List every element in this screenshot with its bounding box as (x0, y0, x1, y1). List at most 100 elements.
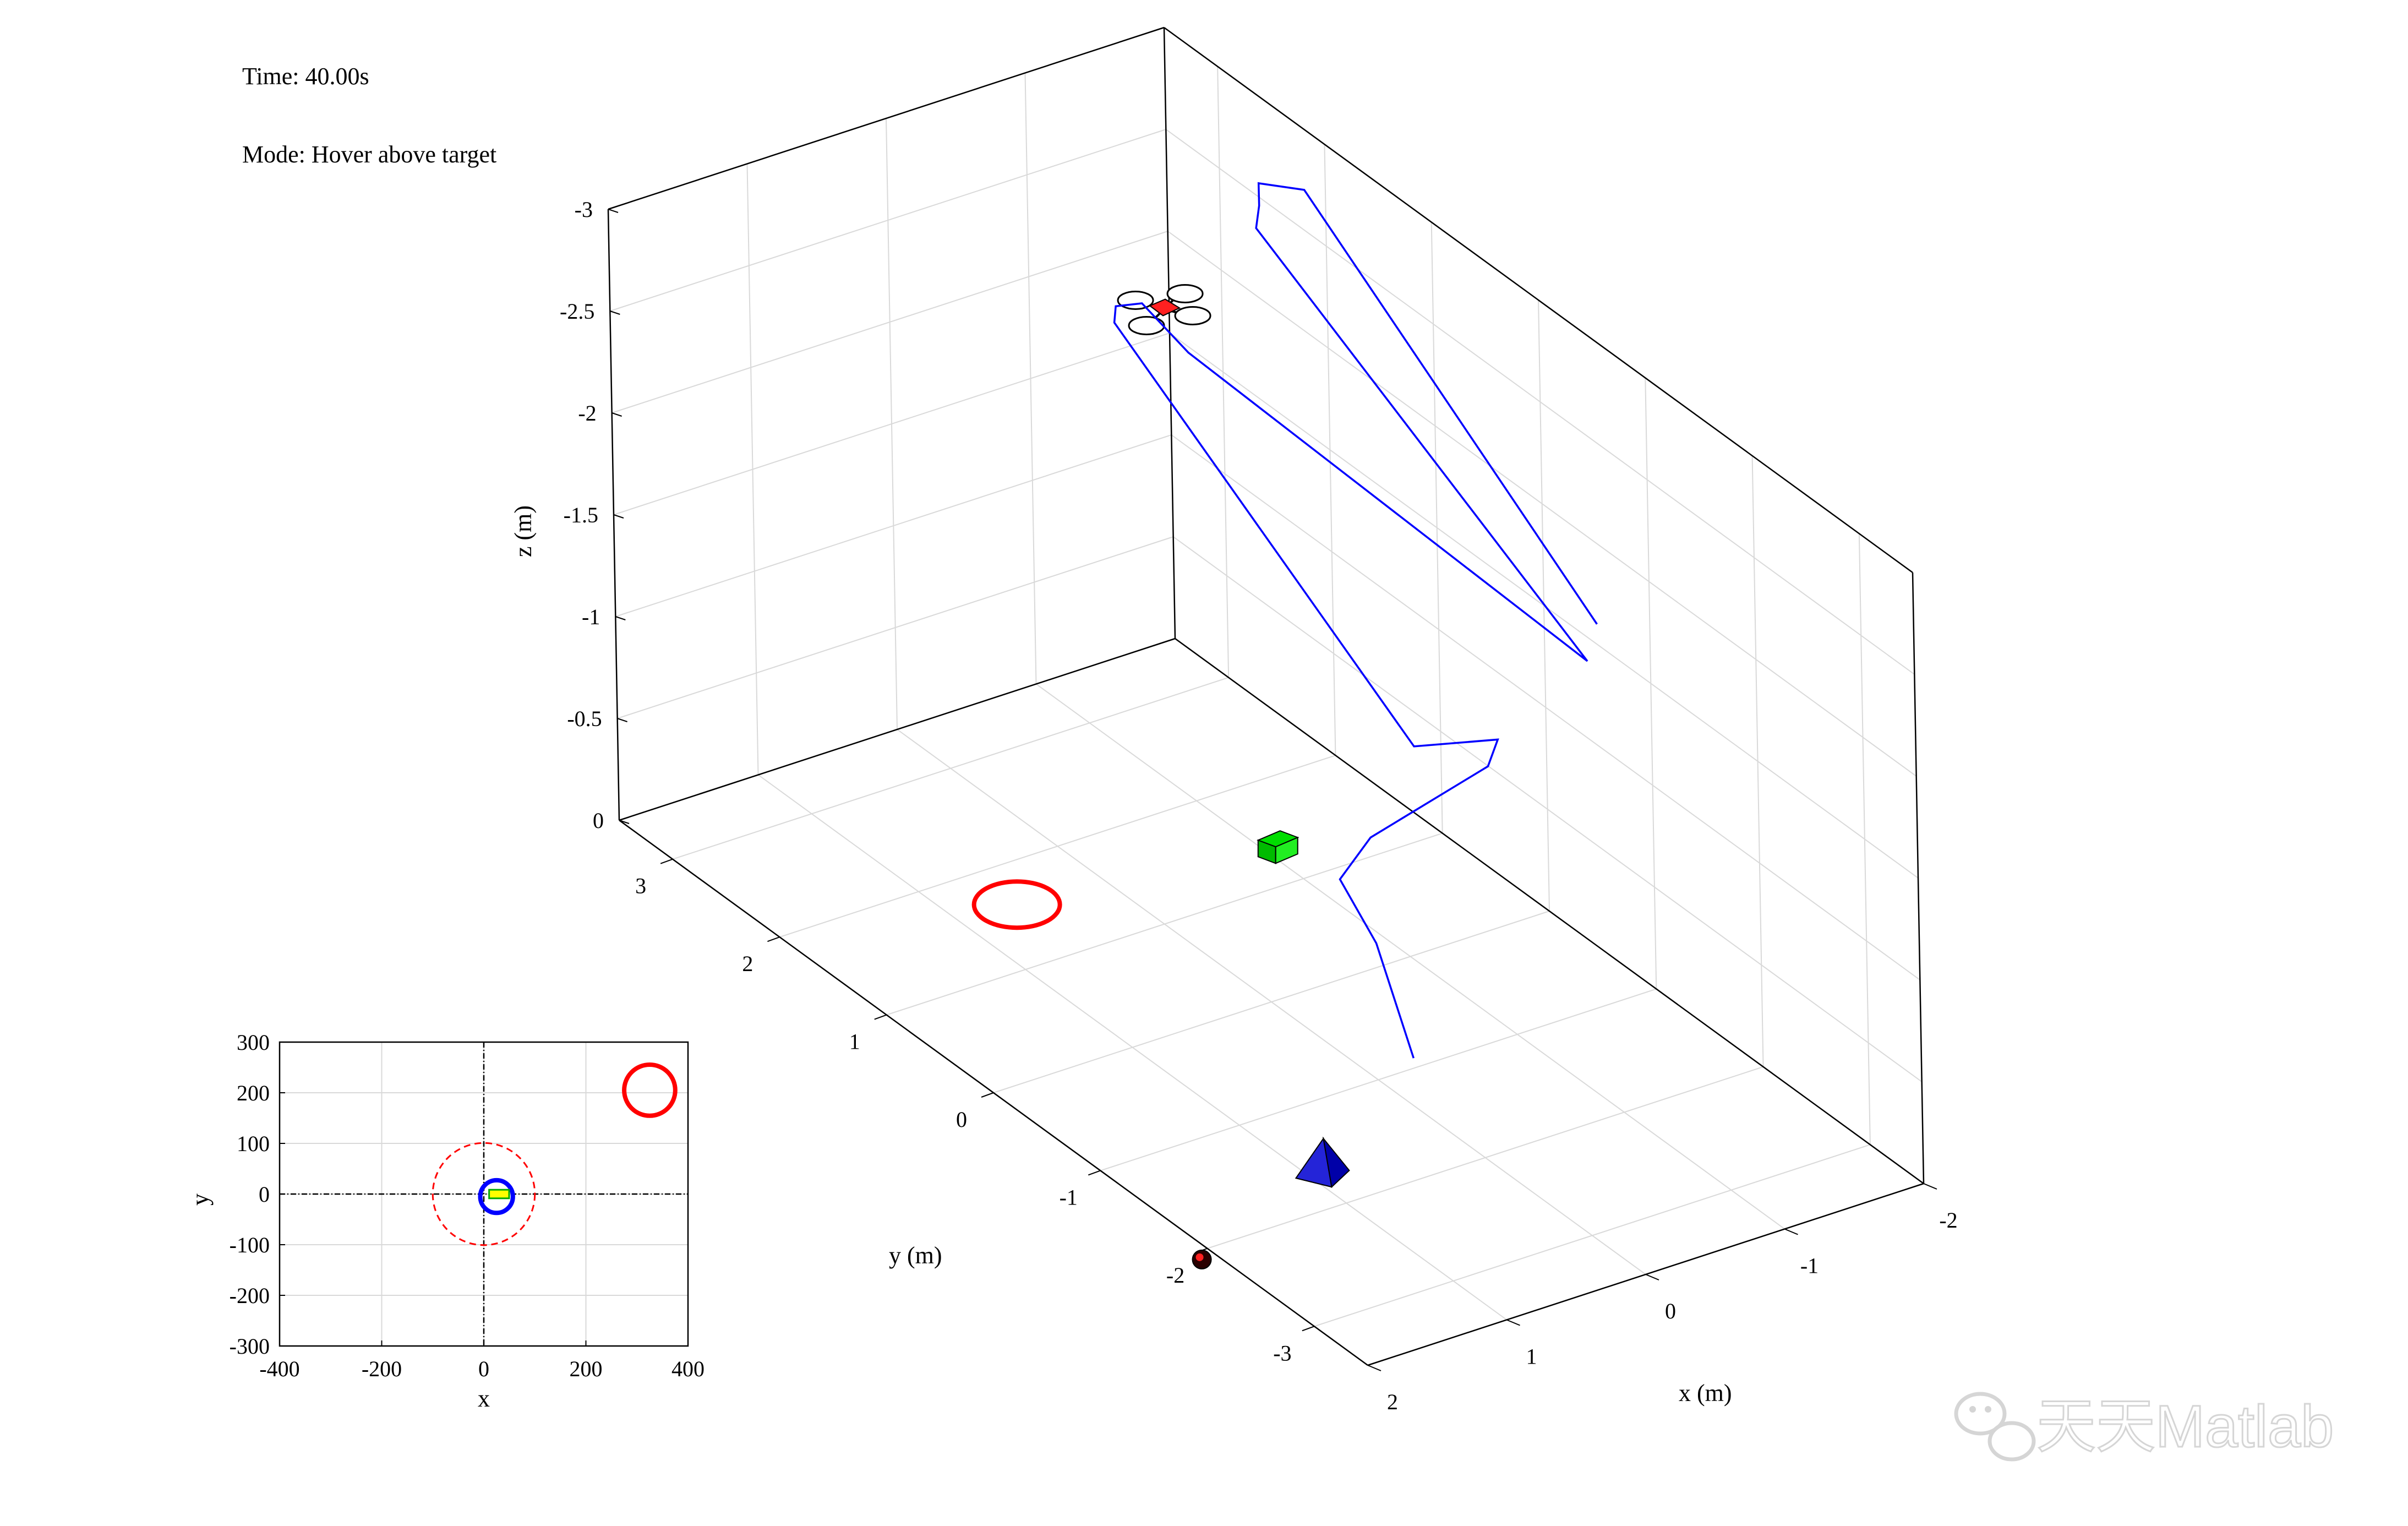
inset-grid (279, 1042, 689, 1347)
time-readout: Time: 40.00s (242, 63, 369, 90)
rotor (1166, 284, 1204, 303)
z-tick (611, 412, 622, 417)
grid-line (611, 231, 1168, 413)
x-tick-label: 1 (1526, 1344, 1537, 1369)
x-tick-label: -2 (1939, 1208, 1957, 1233)
inset-x-tick-label: 400 (671, 1356, 705, 1381)
y-tick-label: 1 (849, 1029, 860, 1054)
y-tick-label: -1 (1060, 1185, 1078, 1209)
x-tick-label: -1 (1800, 1254, 1819, 1278)
x-tick-label: 2 (1387, 1389, 1398, 1414)
y-tick-label: 0 (956, 1107, 967, 1132)
rotor (1117, 290, 1154, 310)
ball (1192, 1249, 1212, 1269)
y-tick-label: -2 (1166, 1263, 1184, 1288)
inset-x-tick-label: -400 (259, 1356, 299, 1381)
z-tick-label: -0.5 (567, 706, 602, 731)
inset-y-tick-label: 100 (237, 1131, 270, 1156)
crate (1257, 830, 1299, 864)
inset-x-label: x (478, 1385, 490, 1412)
grid-line (615, 434, 1172, 617)
inset-y-tick-label: -100 (230, 1233, 270, 1257)
axes-3d-frame (607, 26, 1925, 1366)
inset-y-tick-label: 0 (259, 1182, 270, 1207)
y-tick-label: -3 (1273, 1340, 1291, 1365)
x-tick (1784, 1228, 1798, 1235)
rotor (1128, 315, 1165, 335)
inset-y-tick-label: 300 (237, 1030, 270, 1055)
inset-dashed-circle (432, 1142, 536, 1246)
axis-edge (1175, 637, 1924, 1185)
grid-line (1100, 988, 1657, 1171)
y-tick-label: 3 (635, 874, 646, 898)
inset-blue-circle (478, 1178, 515, 1216)
inset-y-tick-label: 200 (237, 1081, 270, 1105)
grid-line (1165, 129, 1915, 675)
y-axis-label: y (m) (889, 1242, 942, 1269)
grid-line (613, 333, 1170, 515)
z-tick (608, 209, 619, 213)
y-tick (981, 1092, 994, 1098)
grid-line (610, 129, 1166, 312)
y-tick-label: 2 (742, 951, 753, 976)
z-tick-label: -1 (582, 604, 600, 629)
grid-line (993, 911, 1550, 1093)
z-tick (613, 514, 624, 519)
axis-edge (608, 26, 1165, 210)
z-tick-label: -2 (578, 401, 596, 426)
grid-line (1167, 231, 1917, 777)
grid-3d (608, 27, 1924, 1366)
z-tick-label: -2.5 (560, 299, 594, 324)
axes-3d: -3 -2.5 -2 -1.5 -1 -0.5 0 3 2 1 0 -1 -2 -3 -2 -1 0 1 2 x (… (510, 26, 1958, 1414)
z-tick (615, 616, 626, 620)
watermark-text: 天天Matlab (2036, 1393, 2334, 1459)
x-tick (1506, 1319, 1520, 1326)
grid-line (886, 832, 1443, 1016)
grid-line (1173, 536, 1923, 1082)
x-axis-label: x (m) (1679, 1380, 1732, 1407)
y-tick (1088, 1170, 1101, 1176)
axis-edge (1164, 26, 1913, 574)
inset-marker (488, 1189, 510, 1200)
y-tick (767, 936, 780, 942)
rotor (1174, 306, 1211, 325)
drone (1117, 284, 1211, 335)
z-tick (619, 820, 630, 824)
inset-red-circle (622, 1062, 678, 1118)
y-tick (1302, 1326, 1315, 1332)
z-tick-label: -3 (575, 197, 593, 222)
pyramid (1295, 1136, 1350, 1189)
grid-line (1207, 1066, 1763, 1249)
z-tick-label: -1.5 (564, 503, 598, 527)
inset-y-tick-label: -200 (230, 1283, 270, 1308)
grid-line (779, 755, 1336, 938)
grid-line (1314, 1144, 1871, 1327)
inset-y-tick-label: -300 (230, 1334, 270, 1359)
axis-edge (1912, 572, 1925, 1184)
scene-objects (971, 284, 1350, 1269)
x-tick (1923, 1183, 1937, 1190)
trajectory-line (1113, 182, 1598, 1059)
y-tick (874, 1014, 887, 1020)
inset-x-tick-label: -200 (362, 1356, 402, 1381)
x-tick-label: 0 (1665, 1299, 1676, 1323)
z-tick (610, 310, 620, 315)
axis-edge (619, 637, 1176, 821)
landing-ring (971, 879, 1062, 930)
ticks-3d: -3 -2.5 -2 -1.5 -1 -0.5 0 3 2 1 0 -1 -2 -3 -2 -1 0 1 2 (560, 197, 1958, 1414)
inset-ticks: -400 -200 0 200 400 300 200 100 0 -100 -200 -300 (230, 1030, 705, 1381)
z-tick-label: 0 (593, 808, 604, 833)
z-tick (617, 718, 627, 722)
inset-x-tick-label: 200 (570, 1356, 603, 1381)
inset-shapes (432, 1062, 678, 1246)
grid-line (617, 536, 1173, 719)
y-tick (660, 858, 673, 864)
z-axis-label: z (m) (510, 505, 537, 557)
mode-readout: Mode: Hover above target (242, 141, 496, 168)
watermark: 天天Matlab (1954, 1392, 2335, 1462)
inset-frame (279, 1041, 689, 1347)
x-tick (1367, 1365, 1382, 1371)
x-tick (1645, 1274, 1659, 1280)
